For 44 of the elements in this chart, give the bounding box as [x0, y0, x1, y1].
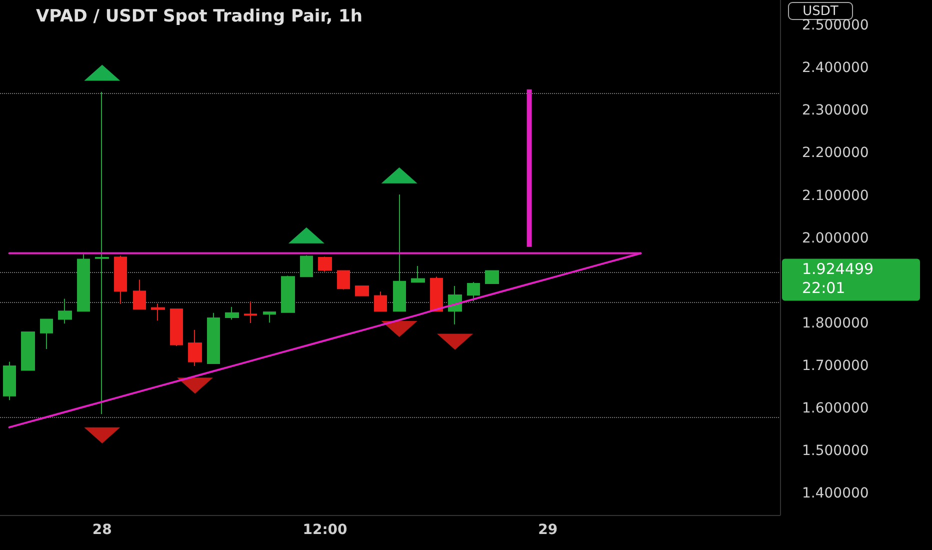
y-tick-label: 2.200000 [802, 145, 869, 162]
text: 1.924499 [802, 260, 874, 278]
y-tick-label: 1.500000 [802, 443, 869, 460]
candlestick [485, 270, 499, 284]
candlestick [151, 302, 165, 321]
candlestick [133, 279, 146, 310]
x-tick-label: 12:00 [302, 522, 348, 538]
candlestick [77, 254, 90, 312]
y-tick-label: 1.700000 [802, 358, 869, 374]
y-tick-label: 1.600000 [802, 400, 869, 417]
candlestick [225, 306, 239, 320]
text: 22:01 [802, 279, 846, 298]
candlestick [207, 312, 220, 364]
candlestick [355, 286, 369, 297]
y-tick-label: 2.000000 [802, 230, 869, 246]
candlestick [3, 361, 16, 401]
y-tick-label: 2.400000 [802, 60, 869, 76]
candlestick [21, 331, 35, 371]
y-tick-label: 2.500000 [802, 18, 869, 34]
candlestick [430, 276, 443, 312]
y-tick-label: 2.300000 [802, 102, 869, 119]
x-tick-label: 29 [538, 522, 558, 538]
candlestick [244, 300, 257, 324]
candlestick [411, 266, 425, 283]
candlestick [374, 291, 387, 312]
candlestick [467, 282, 480, 302]
text: USDT [802, 4, 838, 19]
chart-title: VPAD / USDT Spot Trading Pair, 1h [36, 6, 362, 26]
candlestick [58, 298, 72, 324]
candlestick [393, 194, 406, 312]
candlestick [281, 275, 295, 313]
y-tick-label: 2.100000 [802, 188, 869, 204]
x-tick-label: 28 [92, 522, 112, 538]
candlestick [40, 318, 53, 350]
y-tick-label: 1.800000 [802, 315, 869, 332]
y-tick-label: 1.400000 [802, 486, 869, 502]
candlestick [170, 308, 183, 347]
candlestick [114, 255, 127, 304]
candlestick [300, 254, 313, 278]
candlestick [318, 256, 332, 272]
candlestick [263, 311, 276, 324]
candlestick [337, 270, 350, 290]
candlestick [95, 91, 109, 415]
candlestick [188, 329, 202, 367]
